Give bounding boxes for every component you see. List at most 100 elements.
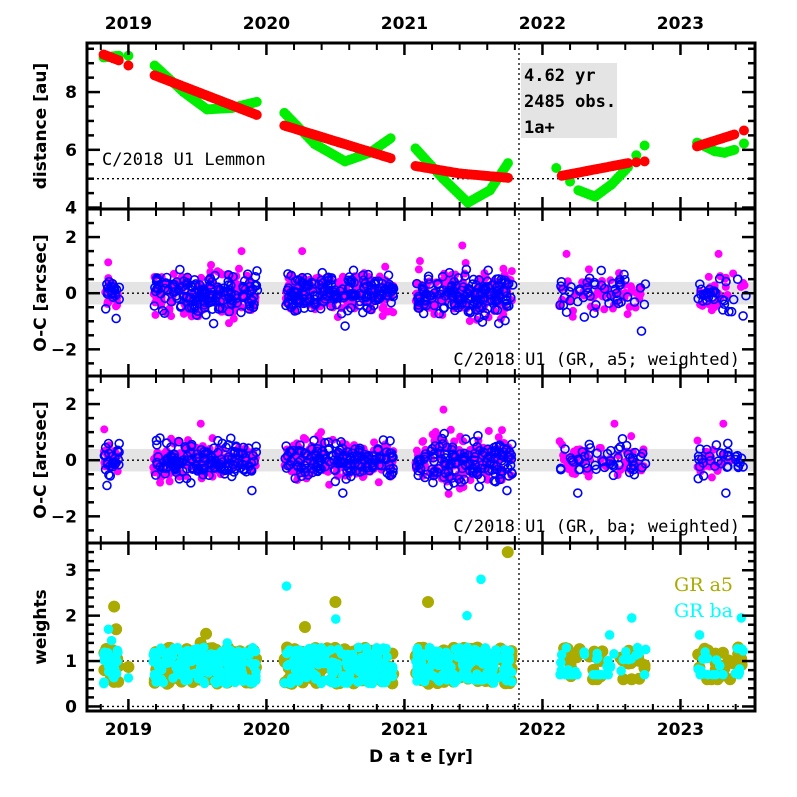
oc-point-open (484, 465, 494, 476)
y-axis-label-weights: weights (31, 589, 51, 665)
weight-point-ba (694, 630, 705, 640)
oc-point-open (357, 451, 367, 462)
oc-point-open (246, 466, 257, 476)
oc-point-open (412, 278, 422, 289)
weight-point-ba (206, 664, 216, 675)
oc-point-filled (719, 419, 728, 428)
oc-point-open (323, 278, 333, 289)
oc-point-filled (736, 282, 745, 291)
oc-point-open (151, 435, 162, 446)
oc-point-open (365, 304, 376, 315)
weight-point-ba (483, 661, 494, 671)
oc-point-open (111, 313, 121, 324)
oc-point-open (437, 439, 448, 449)
oc-point-open (460, 459, 471, 470)
oc-point-open (451, 457, 461, 468)
oc-point-open (705, 287, 716, 298)
weight-point-ba (588, 669, 599, 680)
oc-point-open (209, 463, 220, 473)
oc-point-open (468, 274, 479, 285)
oc-point-open (182, 451, 193, 462)
oc-point-open (445, 460, 455, 470)
weight-point-ba (718, 669, 728, 680)
oc-point-open (152, 273, 162, 283)
oc-point-open (722, 438, 733, 449)
oc-point-filled (704, 272, 713, 281)
oc-point-open (309, 435, 319, 446)
oc-point-open (104, 470, 114, 480)
oc-point-open (462, 289, 472, 299)
oc-point-open (107, 282, 118, 292)
weight-point-ba (450, 644, 461, 654)
oc-point-open (295, 440, 305, 450)
oc-point-filled (374, 478, 383, 487)
oc-point-open (439, 472, 449, 482)
oc-point-open (225, 433, 236, 444)
oc-point-filled (439, 405, 448, 414)
oc-point-open (320, 461, 330, 472)
oc-point-open (578, 292, 589, 303)
oc-point-open (310, 294, 320, 305)
oc-point-open (238, 290, 248, 301)
oc-point-open (733, 457, 744, 467)
oc-point-open (286, 456, 296, 466)
oc-point-open (637, 462, 647, 473)
weight-point-ba (171, 663, 181, 673)
distance-point (623, 158, 634, 169)
oc-point-open (217, 303, 228, 314)
oc-point-open (370, 295, 381, 306)
oc-point-open (474, 481, 484, 492)
oc-point-open (500, 286, 511, 297)
distance-point (631, 150, 642, 161)
y-tick-label: 2 (65, 395, 77, 415)
oc-point-open (470, 448, 480, 459)
oc-point-filled (370, 438, 379, 447)
oc-point-open (331, 449, 342, 459)
weight-point-ba (310, 674, 321, 684)
weight-point-a5 (422, 596, 435, 609)
oc-point-open (471, 280, 481, 290)
oc-point-open (507, 280, 518, 290)
weight-point-ba (309, 655, 319, 666)
oc-point-open (502, 291, 512, 301)
oc-point-open (602, 292, 612, 302)
weight-point-ba (183, 675, 193, 685)
weight-point-ba (148, 656, 159, 667)
oc-point-open (449, 299, 460, 309)
weight-point-ba (110, 653, 121, 663)
oc-point-open (579, 312, 590, 322)
oc-point-open (223, 270, 234, 280)
oc-point-open (310, 299, 321, 310)
weight-point-a5 (108, 600, 121, 613)
oc-point-open (318, 277, 329, 288)
oc-point-open (504, 447, 515, 457)
oc-point-open (621, 440, 632, 451)
distance-point (502, 172, 513, 183)
weight-point-ba (592, 648, 602, 659)
weight-point-a5 (617, 673, 630, 686)
oc-point-open (348, 265, 359, 276)
weight-point-ba (480, 643, 491, 653)
x-tick-label-top: 2021 (381, 14, 428, 34)
weight-point-ba (487, 648, 498, 658)
oc-point-open (559, 292, 570, 303)
weight-point-ba (452, 652, 463, 663)
oc-point-open (340, 321, 350, 331)
object-name-label: C/2018 U1 Lemmon (102, 150, 266, 170)
oc-point-open (564, 286, 575, 297)
oc-point-open (113, 445, 123, 456)
oc-point-filled (415, 257, 424, 266)
oc-point-filled (151, 310, 160, 319)
oc-point-open (376, 453, 386, 464)
info-span: 4.62 yr (524, 66, 596, 86)
oc-point-open (468, 466, 479, 477)
oc-point-open (300, 467, 310, 478)
oc-point-filled (383, 307, 392, 316)
weight-point-ba (380, 667, 391, 677)
oc-point-open (696, 289, 706, 300)
oc-point-open (555, 300, 565, 310)
weight-point-ba (632, 642, 643, 653)
weight-point-a5 (625, 673, 638, 686)
weight-point-ba (503, 662, 513, 673)
weight-point-ba (711, 669, 721, 680)
